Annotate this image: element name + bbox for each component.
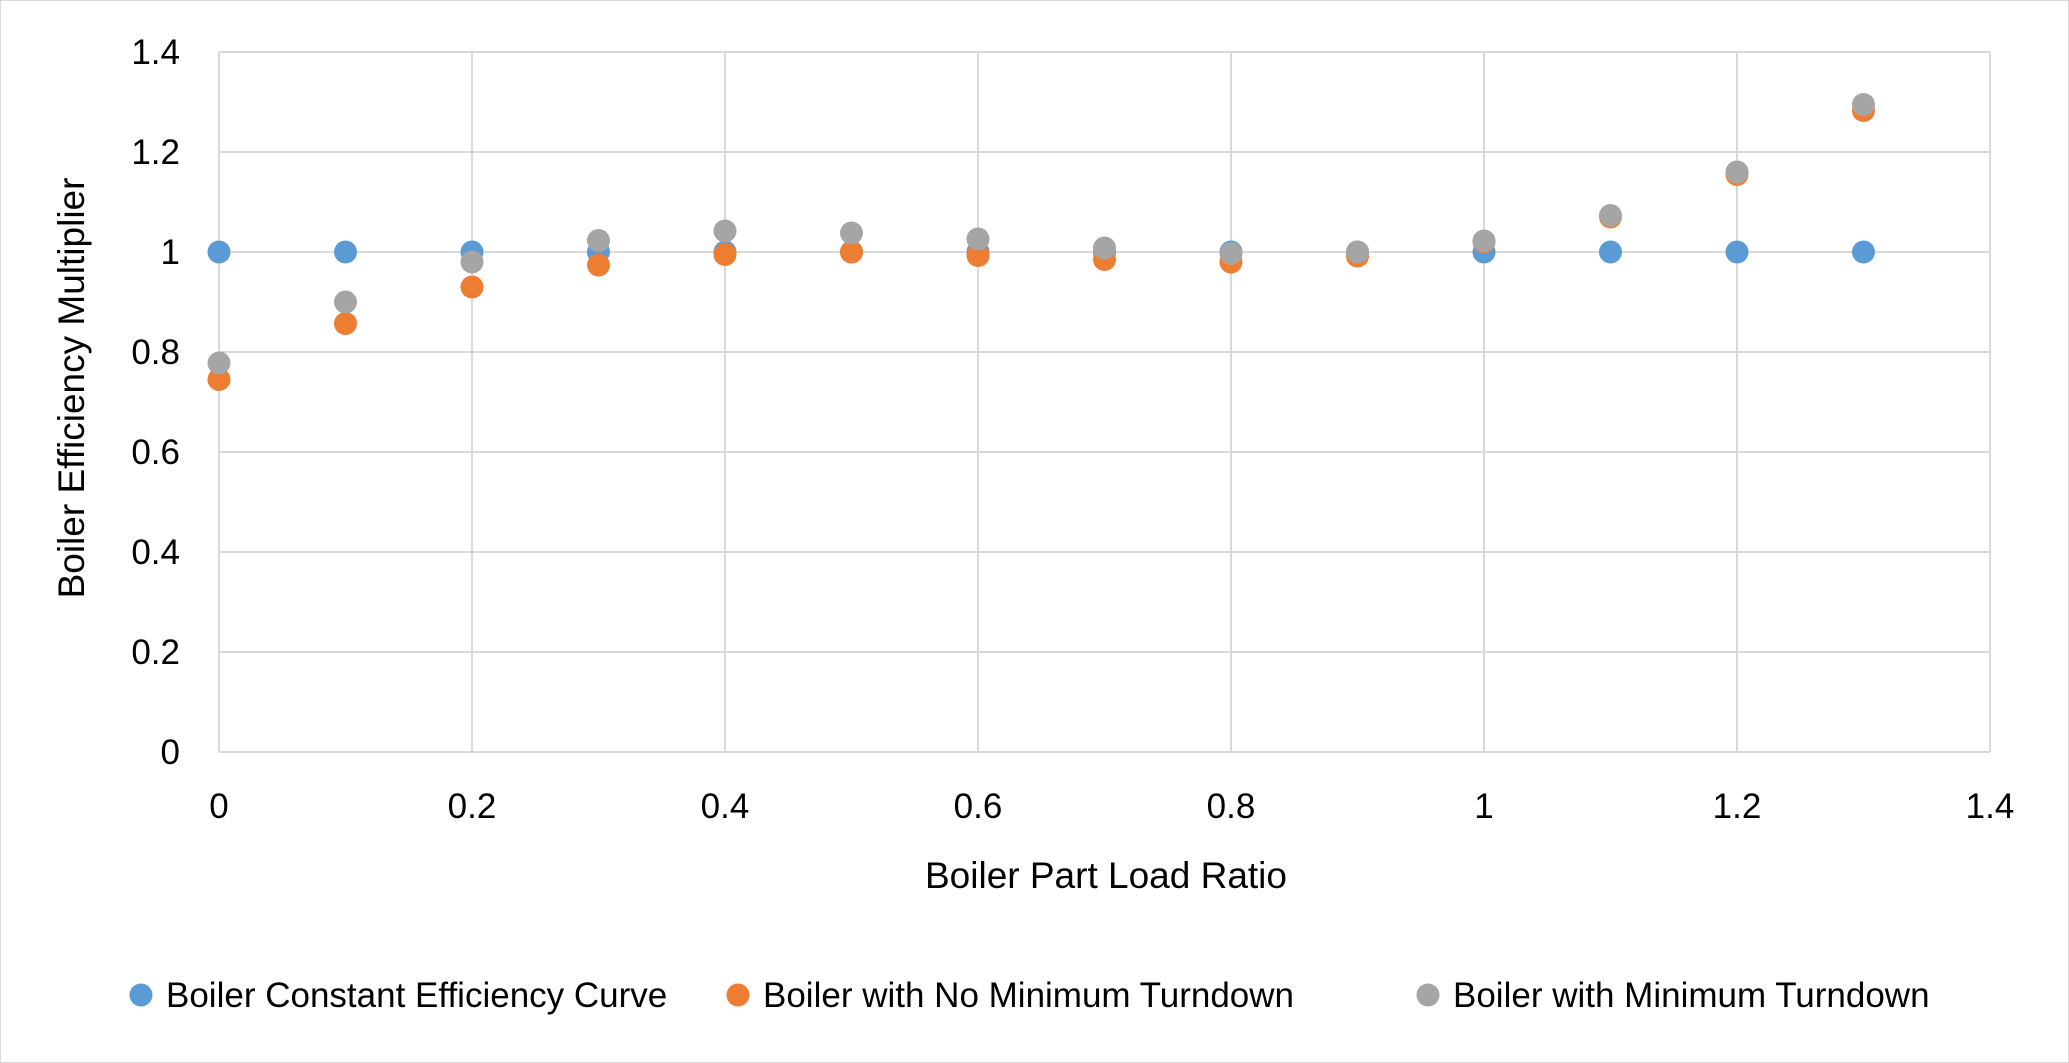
data-point-series-3 xyxy=(1852,93,1875,116)
x-axis-title: Boiler Part Load Ratio xyxy=(925,855,1287,896)
data-points xyxy=(207,93,1875,391)
x-tick-label: 1.4 xyxy=(1966,787,2015,826)
data-point-series-3 xyxy=(1599,204,1622,227)
data-point-series-1 xyxy=(207,240,231,264)
legend-item: Boiler with No Minimum Turndown xyxy=(726,976,1294,1015)
y-tick-label: 1 xyxy=(161,233,180,272)
legend-item: Boiler Constant Efficiency Curve xyxy=(129,976,667,1015)
data-point-series-2 xyxy=(966,244,990,267)
tick-labels: 0 0.2 0.4 0.6 0.8 1 1.2 1.4 0 0.2 0.4 0.6 0.8 1 1.2 1.4 xyxy=(131,33,2014,826)
x-tick-label: 0 xyxy=(209,787,228,826)
legend-marker xyxy=(726,983,750,1007)
data-point-series-3 xyxy=(1725,160,1749,184)
data-point-series-3 xyxy=(587,229,610,252)
data-point-series-3 xyxy=(966,227,990,251)
y-tick-label: 0 xyxy=(161,733,180,772)
x-tick-label: 1.2 xyxy=(1713,787,1762,826)
data-point-series-1 xyxy=(1725,240,1749,264)
data-point-series-2 xyxy=(460,275,484,299)
legend: Boiler Constant Efficiency Curve Boiler w… xyxy=(129,976,1930,1015)
data-point-series-3 xyxy=(1346,240,1369,264)
legend-item: Boiler with Minimum Turndown xyxy=(1416,976,1930,1015)
y-tick-label: 1.2 xyxy=(131,133,180,172)
x-tick-label: 0.6 xyxy=(954,787,1003,826)
x-tick-label: 1 xyxy=(1474,787,1493,826)
data-point-series-2 xyxy=(840,240,863,264)
x-tick-label: 0.4 xyxy=(701,787,750,826)
data-point-series-3 xyxy=(207,351,231,375)
data-point-series-1 xyxy=(1852,240,1875,264)
gridlines xyxy=(218,51,1991,753)
legend-label: Boiler with Minimum Turndown xyxy=(1453,976,1930,1015)
data-point-series-2 xyxy=(207,368,231,391)
y-tick-label: 0.4 xyxy=(131,533,180,572)
data-point-series-2 xyxy=(587,253,610,277)
data-point-series-3 xyxy=(840,221,863,245)
data-point-series-3 xyxy=(460,250,484,274)
data-point-series-3 xyxy=(713,219,737,243)
y-axis-title: Boiler Efficiency Multiplier xyxy=(51,178,92,599)
data-point-series-3 xyxy=(1472,229,1496,253)
data-point-series-3 xyxy=(1093,236,1116,260)
y-tick-label: 1.4 xyxy=(131,33,180,72)
data-point-series-2 xyxy=(713,243,737,266)
x-tick-label: 0.2 xyxy=(448,787,497,826)
legend-label: Boiler with No Minimum Turndown xyxy=(763,976,1294,1015)
data-point-series-3 xyxy=(334,290,357,314)
y-tick-label: 0.2 xyxy=(131,633,180,672)
legend-marker xyxy=(1416,983,1440,1007)
data-point-series-3 xyxy=(1219,242,1243,265)
data-point-series-1 xyxy=(1599,240,1622,264)
legend-marker xyxy=(129,983,153,1007)
y-tick-label: 0.8 xyxy=(131,333,180,372)
data-point-series-2 xyxy=(334,312,357,335)
y-tick-label: 0.6 xyxy=(131,433,180,472)
x-tick-label: 0.8 xyxy=(1207,787,1256,826)
data-point-series-1 xyxy=(334,240,357,264)
legend-label: Boiler Constant Efficiency Curve xyxy=(166,976,667,1015)
